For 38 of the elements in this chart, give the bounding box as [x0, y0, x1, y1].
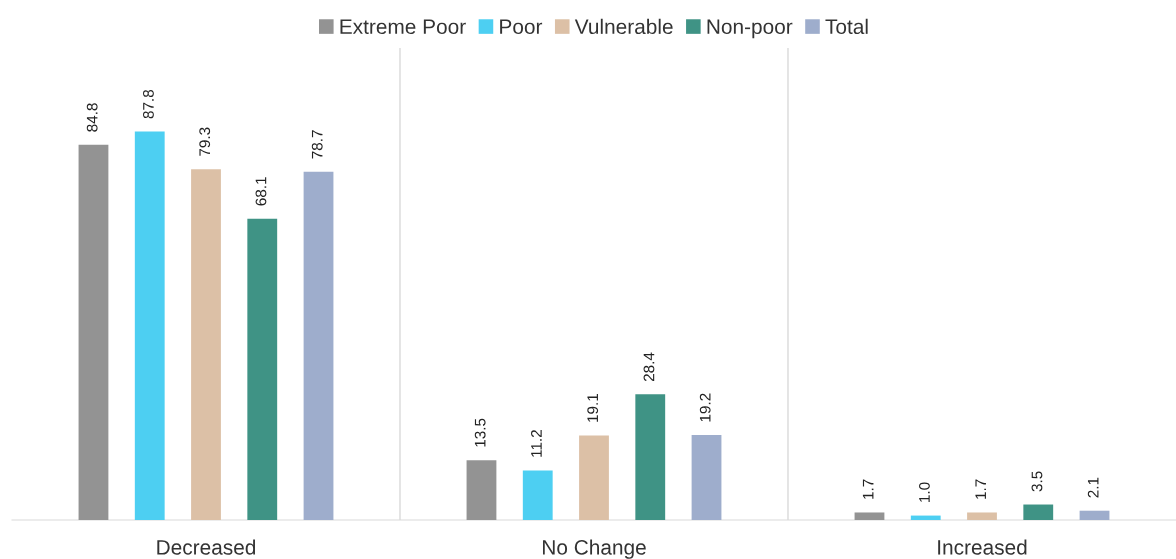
- data-label: 1.7: [862, 479, 874, 499]
- x-tick-label: No Change: [543, 539, 646, 559]
- bar: [910, 515, 941, 520]
- data-label: 79.3: [199, 127, 211, 156]
- data-label: 19.1: [587, 394, 599, 422]
- legend-label: Extreme Poor: [340, 19, 466, 35]
- data-label: 78.7: [311, 130, 323, 159]
- legend-label: Total: [825, 18, 868, 35]
- bar: [466, 460, 497, 520]
- data-label: 19.2: [699, 393, 711, 422]
- data-label: 87.8: [143, 89, 154, 119]
- bar: [1079, 510, 1110, 520]
- data-label: 3.5: [1031, 471, 1043, 492]
- data-label: 13.5: [474, 418, 486, 447]
- bar: [579, 435, 609, 520]
- bar: [134, 131, 165, 520]
- bar: [247, 218, 278, 520]
- bar: [635, 394, 666, 520]
- data-label: 11.2: [531, 430, 542, 457]
- data-label: 68.1: [255, 177, 267, 206]
- legend-label: Vulnerable: [574, 18, 673, 35]
- data-label: 84.8: [86, 103, 98, 132]
- bar: [691, 435, 722, 520]
- bar: [78, 144, 109, 520]
- bar: [1023, 504, 1054, 520]
- data-label: 1.7: [975, 479, 986, 499]
- x-tick-label: Increased: [938, 539, 1027, 555]
- bar: [303, 171, 334, 520]
- bar: [191, 169, 221, 520]
- bar: [967, 512, 997, 520]
- bar: [522, 470, 553, 520]
- data-label: 28.4: [643, 352, 655, 382]
- bar: [854, 512, 885, 520]
- data-label: 1.0: [919, 482, 930, 502]
- legend-label: Non-poor: [707, 19, 793, 39]
- data-label: 2.1: [1087, 477, 1099, 498]
- x-tick-label: Decreased: [157, 539, 256, 555]
- legend-label: Poor: [500, 19, 543, 35]
